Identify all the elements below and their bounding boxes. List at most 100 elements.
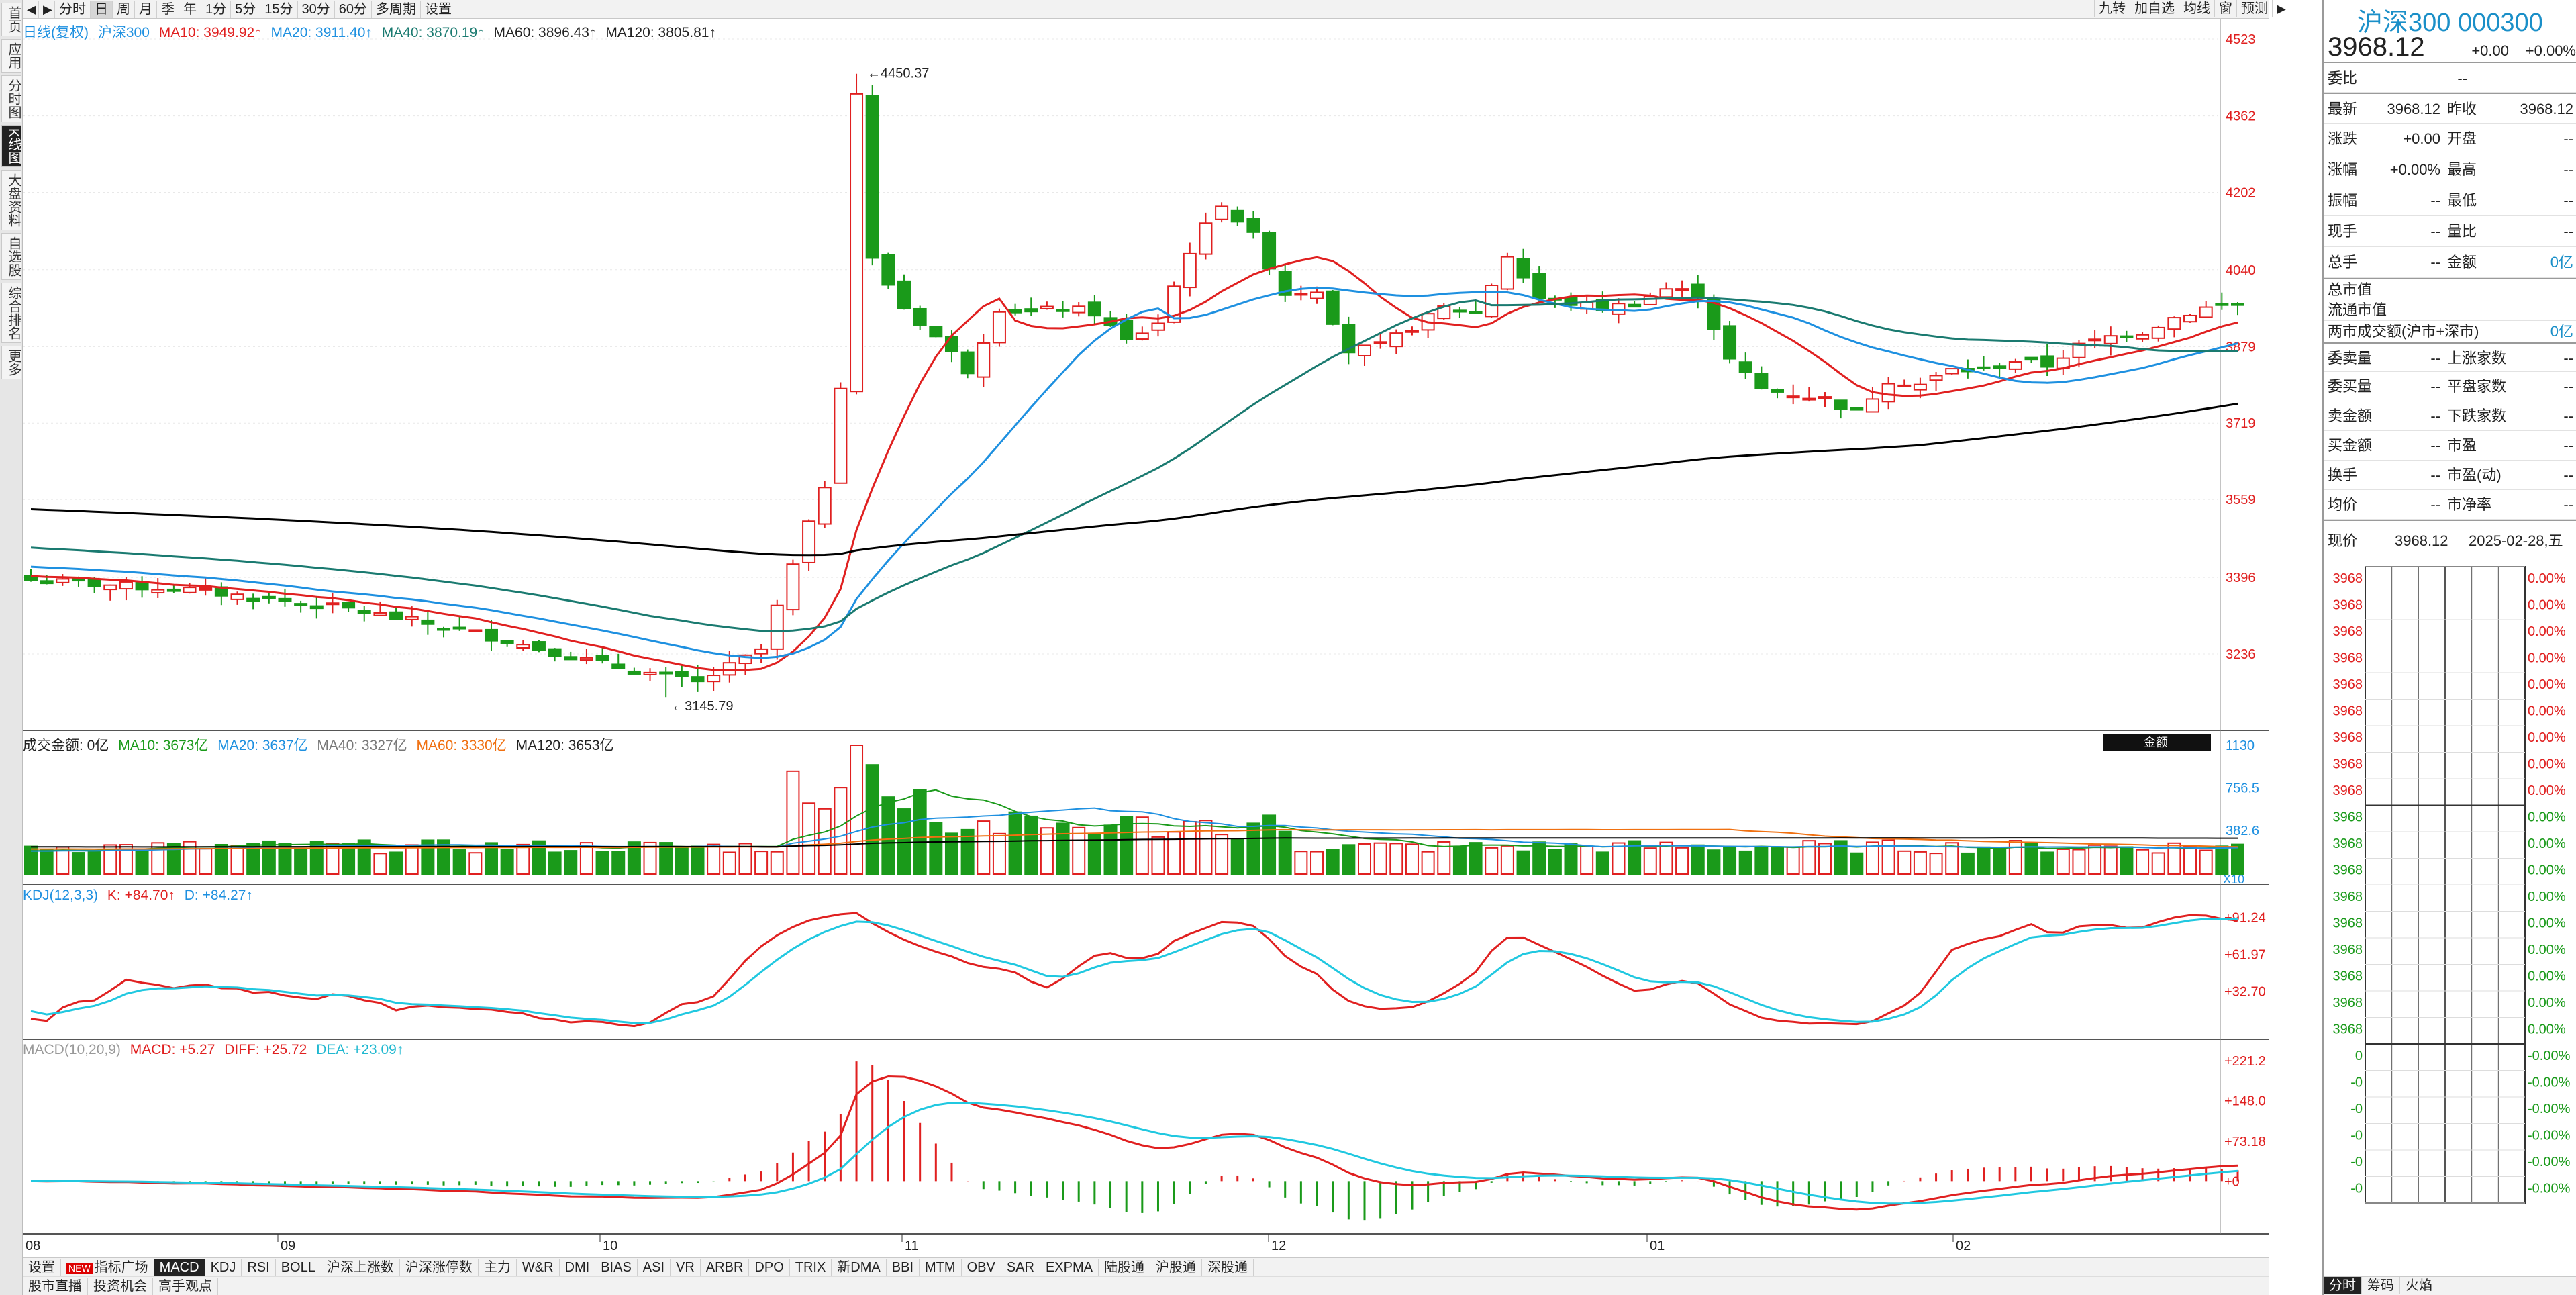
volume-bar xyxy=(1183,820,1197,875)
quote-tab-0[interactable]: 分时 xyxy=(2324,1277,2362,1294)
volume-bar xyxy=(1612,842,1626,875)
stat-row: 委买量 -- 平盘家数 -- xyxy=(2324,372,2576,401)
indicator-tab-8[interactable]: W&R xyxy=(517,1258,560,1276)
bottom-link-1[interactable]: 投资机会 xyxy=(88,1277,153,1295)
candle-body xyxy=(754,648,769,655)
quote-tab-2[interactable]: 火焰 xyxy=(2400,1277,2438,1294)
candle-body xyxy=(87,578,101,587)
indicator-tab-15[interactable]: TRIX xyxy=(790,1258,832,1276)
sidebar-item-7[interactable]: 更多 xyxy=(1,346,21,380)
period-tab-9[interactable]: 30分 xyxy=(298,0,335,18)
quote-row-label2: 最高 xyxy=(2447,161,2477,178)
price-axis-label: 4040 xyxy=(2226,263,2256,278)
indicator-tab-1[interactable]: MACD xyxy=(154,1258,205,1276)
arrow-right-icon[interactable]: ▶ xyxy=(39,0,55,18)
sidebar-item-5[interactable]: 自选股 xyxy=(1,233,21,281)
period-tab-1[interactable]: 日 xyxy=(91,0,113,18)
grid-pct-label: 0.00% xyxy=(2528,651,2566,666)
indicator-tab-9[interactable]: DMI xyxy=(560,1258,596,1276)
candle-body xyxy=(675,671,689,677)
indicator-tab-11[interactable]: ASI xyxy=(638,1258,671,1276)
volume-bar xyxy=(818,808,832,875)
legend-ma40: MA40: 3870.19↑ xyxy=(381,25,485,40)
candle-body xyxy=(103,584,117,591)
period-tab-4[interactable]: 季 xyxy=(157,0,179,18)
stat-label: 换手 xyxy=(2328,467,2358,483)
volume-bar xyxy=(1120,816,1134,875)
period-tab-8[interactable]: 15分 xyxy=(260,0,298,18)
indicator-tab-21[interactable]: EXPMA xyxy=(1040,1258,1099,1276)
volume-bar xyxy=(532,840,546,875)
indicator-tab-23[interactable]: 沪股通 xyxy=(1150,1258,1202,1276)
grid-price-label: 3968 xyxy=(2333,704,2363,719)
candle-body xyxy=(468,629,483,632)
candle-body xyxy=(1183,252,1197,289)
tool-button-0[interactable]: 九转 xyxy=(2094,0,2130,17)
grid-pct-label: 0.00% xyxy=(2528,916,2566,931)
stat-label2: 市盈(动) xyxy=(2447,467,2501,483)
period-tab-11[interactable]: 多周期 xyxy=(372,0,421,18)
indicator-tab-13[interactable]: ARBR xyxy=(701,1258,750,1276)
sidebar-item-4[interactable]: 大盘资料 xyxy=(1,170,21,231)
period-tab-3[interactable]: 月 xyxy=(135,0,157,18)
tool-button-4[interactable]: 预测 xyxy=(2236,0,2272,17)
indicator-tab-14[interactable]: DPO xyxy=(749,1258,790,1276)
macd-axis-label: +0 xyxy=(2224,1174,2240,1189)
period-tab-0[interactable]: 分时 xyxy=(55,0,91,18)
settings-tab[interactable]: 设置 xyxy=(23,1258,61,1276)
indicator-tab-3[interactable]: RSI xyxy=(242,1258,276,1276)
sidebar-item-3[interactable]: K线图 xyxy=(1,125,21,168)
sidebar-item-6[interactable]: 综合排名 xyxy=(1,283,21,344)
indicator-tab-17[interactable]: BBI xyxy=(887,1258,920,1276)
arrow-left-icon[interactable]: ◀ xyxy=(23,0,39,18)
indicator-tab-22[interactable]: 陆股通 xyxy=(1099,1258,1150,1276)
now-price: 3968.12 xyxy=(2395,532,2448,549)
indicator-tab-18[interactable]: MTM xyxy=(920,1258,962,1276)
intraday-grid[interactable]: 3968 0.00% 3968 0.00% 3968 0.00% 3968 0.00% 3968… xyxy=(2324,560,2576,1245)
period-tab-2[interactable]: 周 xyxy=(113,0,135,18)
tool-button-3[interactable]: 窗 xyxy=(2214,0,2236,17)
period-tab-5[interactable]: 年 xyxy=(179,0,201,18)
volume-bar xyxy=(1215,834,1229,875)
tool-button-2[interactable]: 均线 xyxy=(2179,0,2214,17)
indicator-tab-7[interactable]: 主力 xyxy=(479,1258,517,1276)
candle-body xyxy=(40,580,54,585)
indicator-tab-0[interactable]: NEW 指标广场 xyxy=(61,1258,154,1276)
candle-body xyxy=(548,648,562,657)
period-tab-10[interactable]: 60分 xyxy=(335,0,372,18)
kline-chart-area[interactable]: 4523 4362 4202 4040 3879 3719 3559 3396 3236 ←445… xyxy=(23,19,2269,1264)
indicator-tab-20[interactable]: SAR xyxy=(1001,1258,1040,1276)
candle-body xyxy=(1945,368,1959,375)
period-tab-6[interactable]: 1分 xyxy=(201,0,232,18)
indicator-tab-24[interactable]: 深股通 xyxy=(1202,1258,1254,1276)
candle-body xyxy=(770,604,784,650)
sidebar-item-2[interactable]: 分时图 xyxy=(1,75,21,122)
collapse-icon[interactable]: ▶ xyxy=(2272,0,2288,17)
kdj-d: D: +84.27↑ xyxy=(184,888,253,903)
indicator-tab-19[interactable]: OBV xyxy=(962,1258,1001,1276)
period-tab-7[interactable]: 5分 xyxy=(231,0,261,18)
bottom-link-2[interactable]: 高手观点 xyxy=(153,1277,218,1295)
candle-body xyxy=(579,657,593,661)
chart-canvas[interactable]: 4523 4362 4202 4040 3879 3719 3559 3396 3236 ←445… xyxy=(23,19,2269,1257)
volume-bar xyxy=(1945,842,1959,875)
volume-bar xyxy=(87,851,101,875)
legend-ma20: MA20: 3911.40↑ xyxy=(270,25,373,40)
sidebar-item-0[interactable]: 首页 xyxy=(1,3,21,36)
quote-tab-1[interactable]: 筹码 xyxy=(2362,1277,2400,1294)
tool-button-1[interactable]: 加自选 xyxy=(2130,0,2179,17)
unit-button[interactable] xyxy=(2103,734,2211,751)
quote-row: 涨跌 +0.00 开盘 -- xyxy=(2324,124,2576,154)
period-tab-12[interactable]: 设置 xyxy=(421,0,456,18)
bottom-link-0[interactable]: 股市直播 xyxy=(23,1277,88,1295)
sidebar-item-1[interactable]: 应用 xyxy=(1,39,21,73)
indicator-tab-5[interactable]: 沪深上涨数 xyxy=(321,1258,400,1276)
stat-row: 买金额 -- 市盈 -- xyxy=(2324,431,2576,461)
candle-body xyxy=(1452,309,1467,313)
indicator-tab-2[interactable]: KDJ xyxy=(205,1258,242,1276)
indicator-tab-16[interactable]: 新DMA xyxy=(832,1258,887,1276)
indicator-tab-6[interactable]: 沪深涨停数 xyxy=(400,1258,479,1276)
indicator-tab-4[interactable]: BOLL xyxy=(276,1258,321,1276)
indicator-tab-12[interactable]: VR xyxy=(671,1258,701,1276)
indicator-tab-10[interactable]: BIAS xyxy=(595,1258,638,1276)
